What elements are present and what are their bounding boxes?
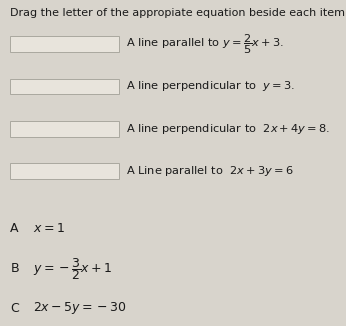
- Text: $2x - 5y = -30$: $2x - 5y = -30$: [33, 300, 127, 316]
- FancyBboxPatch shape: [10, 121, 119, 137]
- FancyBboxPatch shape: [10, 163, 119, 179]
- Text: A Line parallel to  $2x + 3y = 6$: A Line parallel to $2x + 3y = 6$: [126, 164, 294, 178]
- Text: $y = -\dfrac{3}{2}x + 1$: $y = -\dfrac{3}{2}x + 1$: [33, 256, 112, 282]
- Text: C: C: [10, 302, 19, 315]
- Text: A line perpendicular to  $2x + 4y = 8$.: A line perpendicular to $2x + 4y = 8$.: [126, 122, 330, 136]
- Text: Drag the letter of the appropiate equation beside each item.: Drag the letter of the appropiate equati…: [10, 8, 346, 18]
- Text: $x = 1$: $x = 1$: [33, 222, 65, 235]
- Text: B: B: [10, 262, 19, 275]
- Text: A: A: [10, 222, 19, 235]
- Text: A line parallel to $y = \dfrac{2}{5}x + 3$.: A line parallel to $y = \dfrac{2}{5}x + …: [126, 32, 284, 56]
- Text: A line perpendicular to  $y = 3$.: A line perpendicular to $y = 3$.: [126, 80, 295, 93]
- FancyBboxPatch shape: [10, 79, 119, 94]
- FancyBboxPatch shape: [10, 36, 119, 52]
